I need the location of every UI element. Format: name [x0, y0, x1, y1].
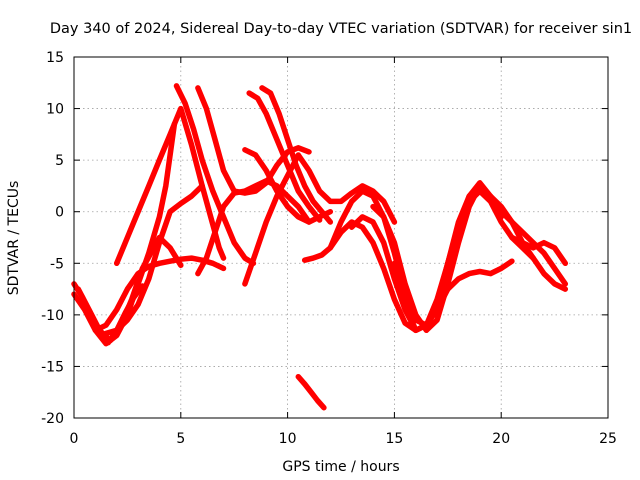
series-arc-7 — [173, 83, 257, 267]
x-tick-label: 10 — [279, 431, 297, 447]
series-arc-11 — [246, 90, 323, 223]
series-arc-20 — [295, 373, 327, 411]
series-arc-18 — [391, 183, 569, 334]
series-arc-9 — [242, 152, 398, 287]
series-arc-17 — [370, 183, 569, 334]
y-axis-label: SDTVAR / TECUs — [6, 181, 22, 296]
series-arc-12 — [195, 178, 312, 277]
y-tick-label: 0 — [55, 205, 64, 221]
axis-ticks: 0 5 10 15 20 25 -20 -15 -10 -5 0 5 10 15 — [41, 50, 617, 447]
x-tick-label: 5 — [176, 431, 185, 447]
series-group — [71, 83, 569, 411]
series-arc-3 — [75, 234, 184, 344]
series-arc-13 — [259, 85, 334, 225]
y-tick-label: 5 — [55, 153, 64, 169]
x-axis-label: GPS time / hours — [282, 459, 399, 475]
y-tick-label: -20 — [41, 411, 64, 427]
x-tick-label: 15 — [385, 431, 403, 447]
series-arc-19 — [509, 234, 569, 267]
series-arc-6 — [103, 183, 205, 337]
x-tick-label: 0 — [70, 431, 79, 447]
y-tick-label: -5 — [50, 256, 64, 272]
y-tick-label: -15 — [41, 359, 64, 375]
series-arc-15 — [327, 180, 504, 328]
x-tick-label: 25 — [599, 431, 617, 447]
y-tick-label: 10 — [46, 102, 64, 118]
y-tick-label: -10 — [41, 308, 64, 324]
series-arc-4 — [92, 255, 227, 334]
chart-title: Day 340 of 2024, Sidereal Day-to-day VTE… — [50, 21, 632, 37]
plot-frame — [73, 56, 609, 419]
x-tick-label: 20 — [492, 431, 510, 447]
y-tick-label: 15 — [46, 50, 64, 66]
series-arc-5 — [113, 105, 227, 267]
